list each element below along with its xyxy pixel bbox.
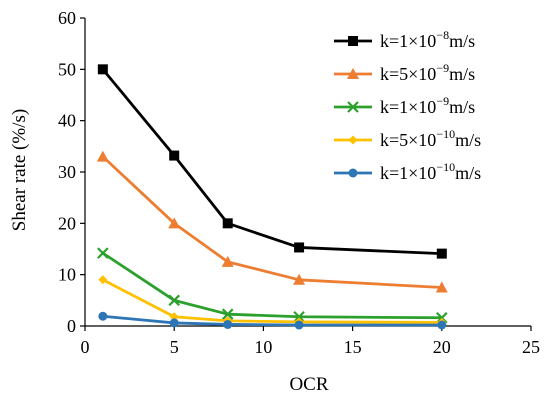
y-tick-label: 60	[58, 8, 76, 28]
x-tick-label: 10	[254, 337, 272, 357]
data-point	[98, 311, 108, 321]
legend-label: k=1×10−9m/s	[380, 94, 475, 117]
data-point	[293, 273, 306, 285]
data-point	[98, 275, 108, 285]
data-point	[221, 255, 234, 267]
y-tick-label: 20	[58, 213, 76, 233]
data-point	[294, 320, 304, 330]
data-point	[169, 312, 179, 322]
y-tick-label: 10	[58, 265, 76, 285]
data-point	[294, 242, 305, 253]
data-point	[223, 319, 233, 329]
data-point	[97, 64, 108, 75]
x-marker-stroke	[168, 294, 180, 307]
legend: k=1×10−8m/s k=5×10−9m/s k=1×10−9m/s k=5×10−…	[334, 28, 481, 183]
x-tick-label: 15	[344, 337, 362, 357]
data-point	[96, 150, 109, 162]
x-axis-title: OCR	[289, 374, 328, 395]
y-tick-label: 50	[58, 59, 76, 79]
series-5	[98, 311, 447, 330]
legend-item: k=1×10−9m/s	[334, 94, 475, 117]
y-tick-label: 30	[58, 162, 76, 182]
data-point	[293, 310, 305, 323]
series-layer	[96, 64, 448, 330]
legend-item: k=1×10−10m/s	[334, 160, 481, 183]
legend-item: k=5×10−9m/s	[334, 61, 475, 84]
data-point	[97, 247, 109, 259]
x-tick-label: 5	[170, 337, 179, 357]
x-tick-label: 25	[522, 337, 540, 357]
data-point	[437, 320, 447, 330]
legend-marker	[347, 101, 359, 113]
series-1	[97, 64, 447, 259]
legend-label: k=5×10−9m/s	[380, 61, 475, 84]
legend-marker	[348, 36, 358, 46]
series-2	[96, 150, 448, 293]
legend-label: k=1×10−8m/s	[380, 28, 475, 51]
x-tick-label: 20	[433, 337, 451, 357]
axes: 0 10 20 30 40 50 60 0 5 10 15 20 25	[58, 8, 540, 357]
legend-label: k=5×10−10m/s	[380, 127, 481, 150]
data-point	[169, 318, 179, 328]
data-point	[436, 248, 447, 259]
legend-marker	[348, 168, 358, 178]
legend-label: k=1×10−10m/s	[380, 160, 481, 183]
y-tick-label: 40	[58, 111, 76, 131]
series-3	[97, 247, 448, 324]
x-marker-stroke	[293, 310, 305, 323]
legend-item: k=1×10−8m/s	[334, 28, 475, 51]
x-marker-stroke	[97, 247, 109, 259]
y-axis-title: Shear rate (%/s)	[9, 109, 30, 231]
x-marker-stroke	[347, 101, 359, 113]
x-marker-stroke	[221, 308, 234, 320]
data-point	[168, 294, 180, 307]
x-tick-label: 0	[81, 337, 90, 357]
y-tick-label: 0	[67, 316, 76, 336]
legend-marker	[348, 135, 358, 145]
legend-marker	[347, 68, 359, 79]
data-point	[168, 217, 181, 229]
data-point	[222, 218, 233, 229]
data-point	[435, 281, 448, 293]
data-point	[169, 150, 180, 161]
data-point	[221, 308, 234, 320]
legend-item: k=5×10−10m/s	[334, 127, 481, 150]
